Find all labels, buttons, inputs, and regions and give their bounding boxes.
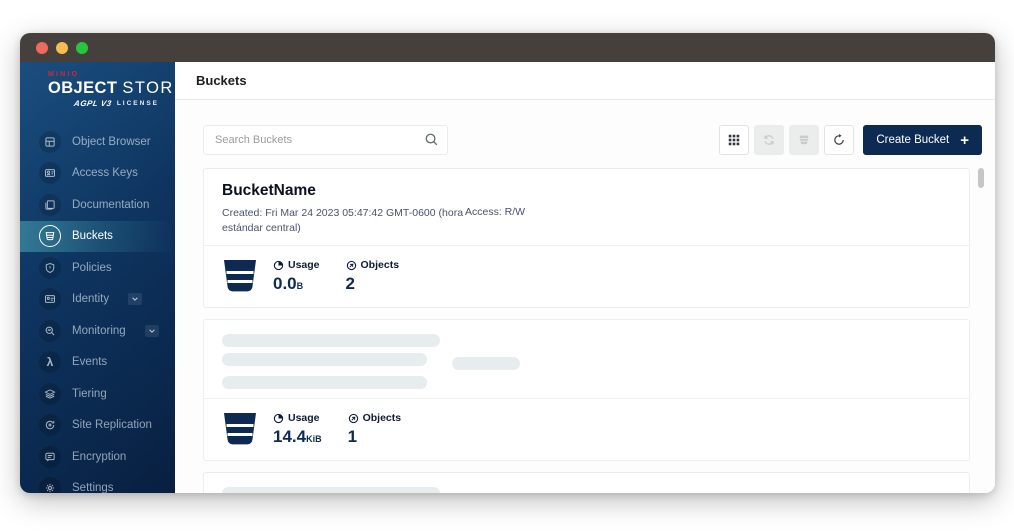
search-icon [424,132,439,152]
sidebar-item-encryption[interactable]: Encryption [20,441,175,473]
skeleton-bar [222,334,440,348]
sidebar-item-site-replication[interactable]: Site Replication [20,410,175,442]
content-area: Create Bucket + BucketName Created: Fri … [175,100,995,493]
sidebar-item-buckets[interactable]: Buckets [20,220,175,252]
object-store-title: OBJECT STORE [48,79,187,97]
toolbar-buttons: Create Bucket + [719,125,982,155]
objects-metric: Objects 2 [345,259,400,294]
buckets-icon [39,225,61,248]
usage-metric: Usage 0.0B [273,259,320,294]
card-divider [204,245,969,247]
sidebar-menu: Object Browser Access Keys Documentation [20,126,175,493]
sidebar-item-identity[interactable]: Identity [20,284,175,316]
object-browser-icon [39,130,61,153]
bucket-icon [222,412,258,445]
minimize-window-button[interactable] [56,41,68,54]
sidebar-item-monitoring[interactable]: Monitoring [20,315,175,347]
skeleton-bar [452,357,520,371]
bucket-list: BucketName Created: Fri Mar 24 2023 05:4… [203,168,970,493]
sidebar-item-label: Policies [72,261,112,274]
monitoring-icon [39,319,61,342]
card-divider [204,398,969,400]
access-keys-icon [39,162,61,185]
usage-icon [273,260,284,271]
sidebar-item-events[interactable]: λ Events [20,347,175,379]
page-title: Buckets [196,73,247,88]
skeleton-bar [222,376,427,390]
settings-icon [39,477,61,493]
minio-wordmark: MINIO [48,71,80,78]
objects-metric: Objects 1 [347,412,402,447]
bucket-created-label: Created: Fri Mar 24 2023 05:47:42 GMT-06… [222,207,464,235]
sidebar-item-label: Encryption [72,450,127,463]
site-replication-icon [39,414,61,437]
sidebar-item-settings[interactable]: Settings [20,473,175,493]
objects-value: 2 [345,274,355,294]
usage-value: 14.4KiB [273,427,322,447]
sidebar-item-label: Access Keys [72,167,138,180]
sidebar-item-label: Settings [72,482,114,493]
bucket-icon [222,259,258,292]
identity-icon [39,288,61,311]
sidebar-item-policies[interactable]: Policies [20,252,175,284]
bucket-card-loading[interactable] [203,472,970,493]
sidebar-item-label: Events [72,356,108,369]
chevron-down-icon[interactable] [128,293,143,306]
app-window: MINIO OBJECT STORE AGPL V3 LICENSE Objec… [20,33,995,493]
encryption-icon [39,445,61,468]
events-icon: λ [39,351,61,374]
grid-view-button[interactable] [719,125,750,155]
zoom-window-button[interactable] [76,41,88,54]
create-bucket-button[interactable]: Create Bucket + [863,125,982,155]
toolbar: Create Bucket + [203,125,982,155]
bucket-access-label: Access: R/W [465,206,526,218]
sidebar-item-label: Documentation [72,198,150,211]
usage-icon [273,413,284,424]
close-window-button[interactable] [36,41,48,54]
objects-value: 1 [347,427,358,447]
sidebar-item-access-keys[interactable]: Access Keys [20,158,175,190]
skeleton-bar [222,353,427,367]
refresh-button[interactable] [824,125,855,155]
main-area: Buckets [175,62,995,493]
sidebar-item-label: Identity [72,293,110,306]
chevron-down-icon[interactable] [144,324,159,337]
documentation-icon [39,193,61,216]
sidebar-item-label: Object Browser [72,135,151,148]
sidebar-item-documentation[interactable]: Documentation [20,189,175,221]
scrollbar[interactable] [977,166,984,493]
search-input[interactable] [203,125,448,155]
delete-buckets-button [789,125,820,155]
tiering-icon [39,382,61,405]
sidebar-item-label: Buckets [72,230,113,243]
page-header: Buckets [175,62,995,100]
usage-metric: Usage 14.4KiB [273,412,322,447]
search-container [203,125,448,155]
usage-value: 0.0B [273,274,304,294]
sidebar-item-label: Monitoring [72,324,126,337]
skeleton-bar [222,487,440,493]
bucket-card[interactable]: BucketName Created: Fri Mar 24 2023 05:4… [203,168,970,309]
sidebar-item-tiering[interactable]: Tiering [20,378,175,410]
sidebar-item-object-browser[interactable]: Object Browser [20,126,175,158]
brand-logo: MINIO OBJECT STORE AGPL V3 LICENSE [20,62,187,114]
license-row: AGPL V3 LICENSE [73,99,159,108]
objects-icon [346,260,356,271]
agpl-badge: AGPL V3 [73,99,113,108]
set-replication-button [754,125,785,155]
sidebar-item-label: Site Replication [72,419,152,432]
bucket-card-loading[interactable]: Usage 14.4KiB Objects 1 [203,319,970,462]
policies-icon [39,256,61,279]
sidebar: MINIO OBJECT STORE AGPL V3 LICENSE Objec… [20,62,187,493]
bucket-name[interactable]: BucketName [222,182,316,199]
window-titlebar [20,33,995,62]
plus-icon: + [960,131,969,149]
sidebar-item-label: Tiering [72,387,107,400]
scrollbar-thumb[interactable] [977,168,984,188]
objects-icon [348,413,358,424]
